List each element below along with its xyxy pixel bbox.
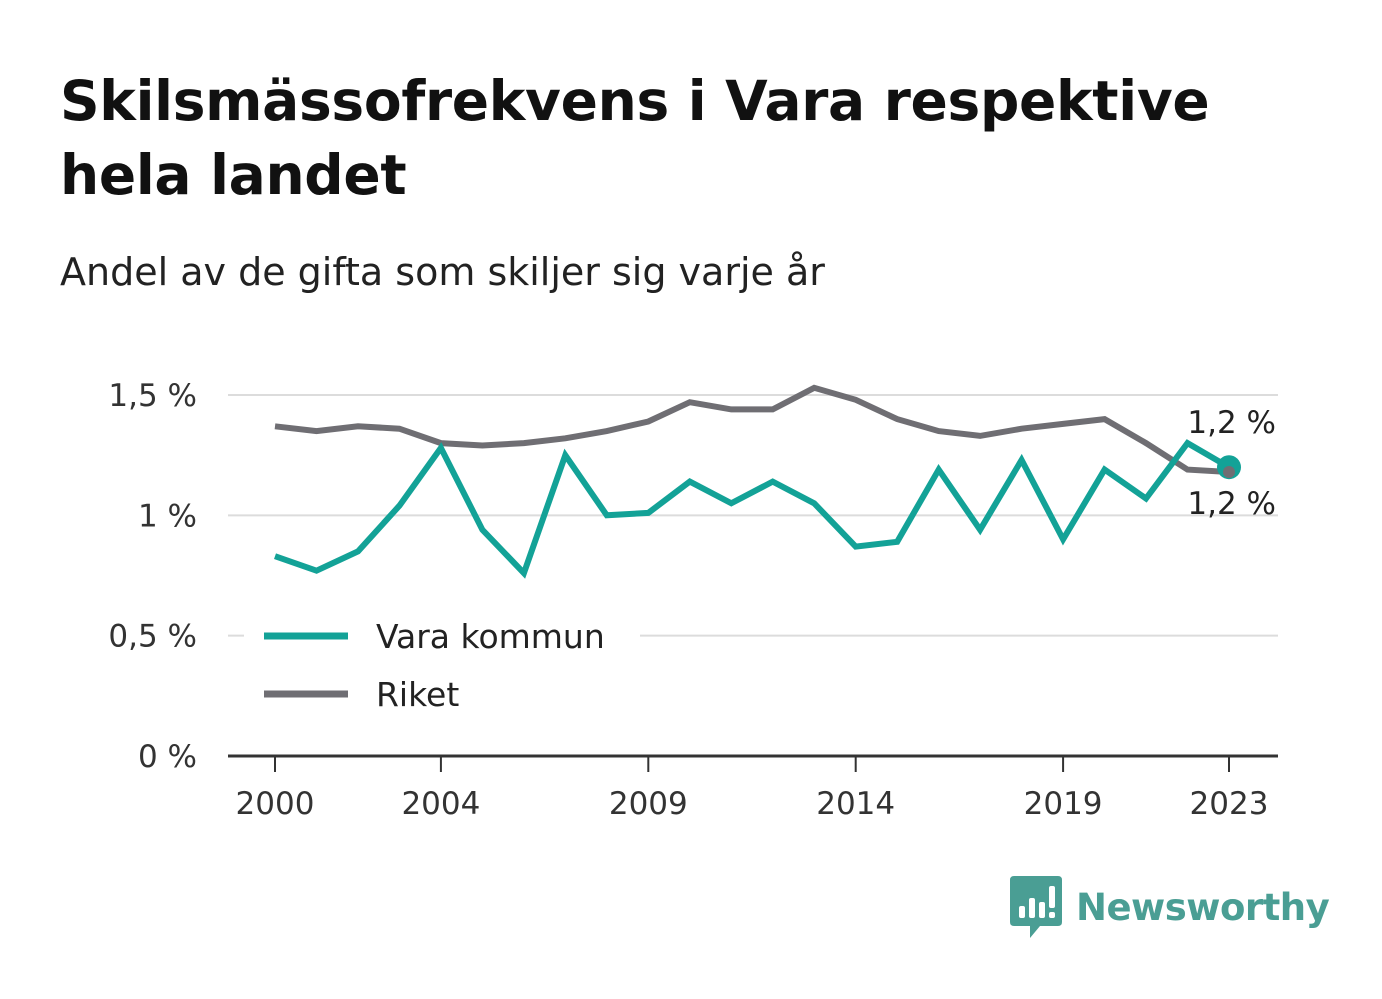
y-tick-label: 0 % xyxy=(138,739,197,775)
chart-subtitle: Andel av de gifta som skiljer sig varje … xyxy=(60,250,825,294)
y-tick-label: 0,5 % xyxy=(108,619,197,655)
x-tick-label: 2000 xyxy=(236,786,315,822)
legend-label: Riket xyxy=(376,675,459,714)
legend: Vara kommun Riket xyxy=(244,604,640,724)
x-tick-label: 2004 xyxy=(401,786,480,822)
end-point-marker xyxy=(1223,466,1235,479)
x-tick-label: 2023 xyxy=(1190,786,1269,822)
chart-title: Skilsmässofrekvens i Vara respektive hel… xyxy=(60,69,1210,207)
legend-background xyxy=(244,604,640,724)
x-tick-label: 2019 xyxy=(1024,786,1103,822)
end-labels: 1,2 % 1,2 % xyxy=(1187,405,1276,522)
x-tick-label: 2009 xyxy=(609,786,688,822)
legend-label: Vara kommun xyxy=(376,617,605,656)
series-line-riket xyxy=(274,384,1230,475)
brand-name: Newsworthy xyxy=(1076,885,1330,929)
end-value-label: 1,2 % xyxy=(1187,486,1276,522)
axes: 0 % 0,5 % 1 % 1,5 % 2000 2004 2009 2014 2019 2023 xyxy=(108,378,1278,822)
series-line-vara-kommun xyxy=(274,439,1231,579)
newsworthy-logo-icon xyxy=(1010,876,1062,938)
y-tick-label: 1,5 % xyxy=(108,378,197,414)
end-value-label: 1,2 % xyxy=(1187,405,1276,441)
y-tick-label: 1 % xyxy=(138,498,197,534)
series-lines xyxy=(274,384,1241,579)
brand-logo: Newsworthy xyxy=(1010,876,1330,938)
x-tick-label: 2014 xyxy=(816,786,895,822)
